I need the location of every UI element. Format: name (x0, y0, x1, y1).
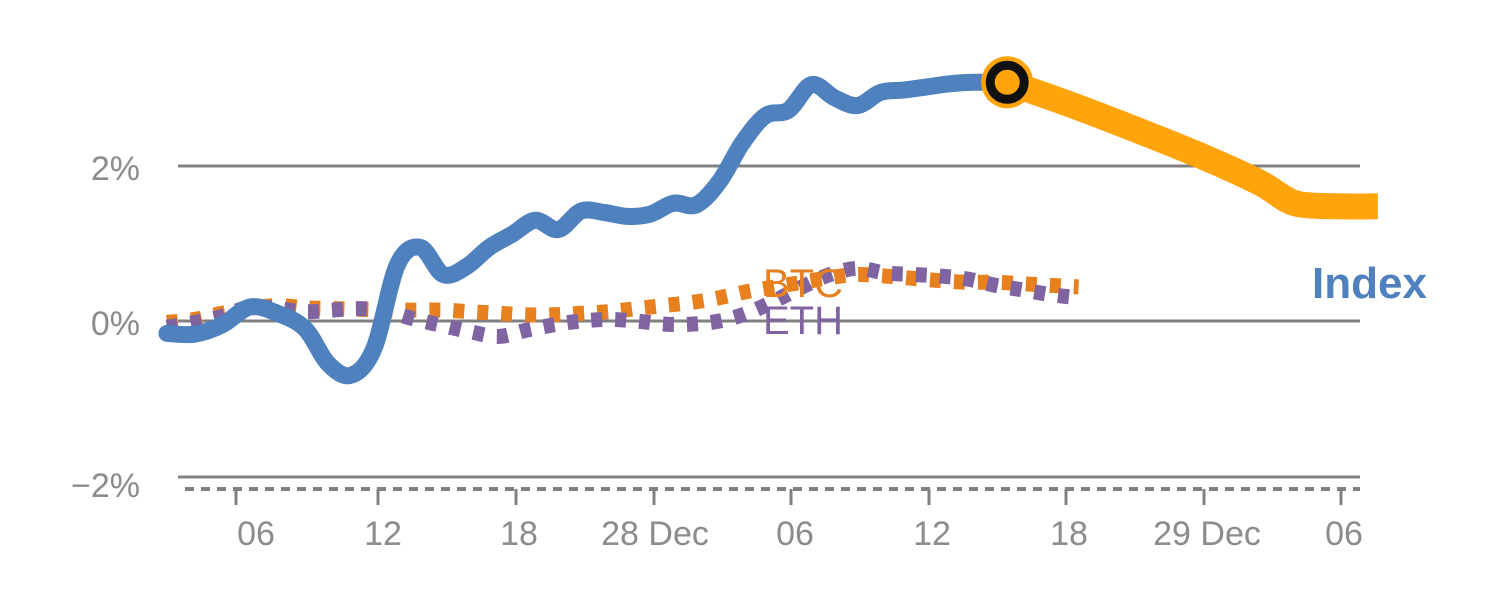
series-label-btc: BTC (763, 262, 843, 306)
x-tick-label-4: 06 (776, 515, 814, 553)
x-axis-ticks (234, 489, 1343, 505)
x-tick-label-0: 06 (237, 515, 275, 553)
y-axis-labels: 2% 0% −2% (71, 150, 140, 505)
y-tick-label-minus2pct: −2% (71, 467, 140, 505)
series-label-eth: ETH (763, 299, 843, 343)
marker-ring-icon (985, 60, 1029, 104)
series-line-eth (165, 260, 1080, 344)
x-tick-label-5: 12 (913, 515, 951, 553)
x-tick-label-2: 18 (500, 515, 538, 553)
series-line-index-forecast (1002, 70, 1378, 220)
x-tick-label-6: 18 (1050, 515, 1088, 553)
x-tick-label-8: 06 (1325, 515, 1363, 553)
series-line-index (158, 73, 1016, 385)
x-tick-label-7: 29 Dec (1153, 515, 1261, 553)
series-label-index: Index (1312, 259, 1427, 308)
series-line-btc (166, 266, 1079, 331)
x-axis-labels: 06 12 18 28 Dec 06 12 18 29 Dec 06 (237, 515, 1363, 553)
x-tick-label-1: 12 (364, 515, 402, 553)
y-tick-label-0pct: 0% (91, 305, 140, 343)
forecast-start-marker[interactable] (981, 56, 1034, 109)
y-tick-label-2pct: 2% (91, 150, 140, 188)
x-tick-label-3: 28 Dec (601, 515, 709, 553)
